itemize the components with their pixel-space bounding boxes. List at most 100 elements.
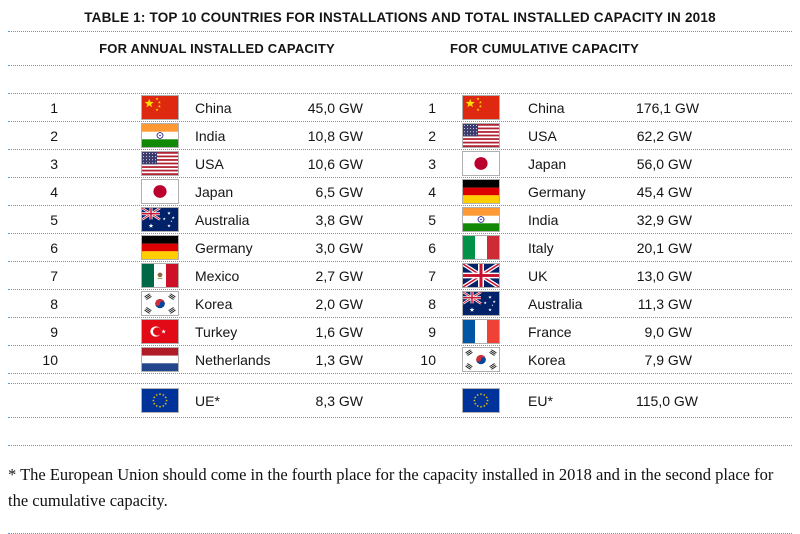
- capacity-value: 32,9 GW: [636, 211, 692, 228]
- france-flag-icon: [436, 319, 526, 344]
- eu-flag-icon: [58, 388, 193, 413]
- country-entry: 8 Korea 2,0 GW: [8, 291, 400, 316]
- india-flag-icon: [58, 123, 193, 148]
- country-entry: 5 India 32,9 GW: [400, 207, 792, 232]
- country-entry: 5 Australia 3,8 GW: [8, 207, 400, 232]
- annual-capacity-header: FOR ANNUAL INSTALLED CAPACITY: [99, 40, 335, 56]
- cumulative-header-cell: FOR CUMULATIVE CAPACITY: [400, 40, 792, 58]
- spacer-row: [8, 66, 792, 94]
- country-entry: 1 China 45,0 GW: [8, 95, 400, 120]
- table-row: 6 Germany 3,0 GW 6 Italy 20,1 GW: [8, 234, 792, 262]
- rank-number: 9: [428, 323, 436, 340]
- rank-number: 8: [50, 295, 58, 312]
- country-name: Italy: [528, 239, 554, 256]
- capacity-value: 56,0 GW: [636, 155, 692, 172]
- rank-number: 2: [50, 127, 58, 144]
- spacer-row: [8, 418, 792, 446]
- column-headers-row: FOR ANNUAL INSTALLED CAPACITY FOR CUMULA…: [8, 32, 792, 66]
- capacity-value: 3,8 GW: [315, 211, 363, 228]
- country-entry: 2 USA 62,2 GW: [400, 123, 792, 148]
- country-entry: 7 Mexico 2,7 GW: [8, 263, 400, 288]
- country-entry: 3 Japan 56,0 GW: [400, 151, 792, 176]
- country-name: Germany: [195, 239, 253, 256]
- country-name: China: [528, 99, 565, 116]
- usa-flag-icon: [58, 151, 193, 176]
- country-name: France: [528, 323, 572, 340]
- japan-flag-icon: [58, 179, 193, 204]
- table-row: 8 Korea 2,0 GW 8 Australia 11,3 GW: [8, 290, 792, 318]
- capacity-value: 62,2 GW: [636, 127, 692, 144]
- turkey-flag-icon: [58, 319, 193, 344]
- rank-number: 5: [428, 211, 436, 228]
- korea-flag-icon: [436, 347, 526, 372]
- country-name: Japan: [195, 183, 234, 200]
- india-flag-icon: [436, 207, 526, 232]
- capacity-value: 3,0 GW: [315, 239, 363, 256]
- country-name: EU*: [528, 392, 553, 409]
- country-name: Netherlands: [195, 351, 271, 368]
- rank-number: 7: [428, 267, 436, 284]
- country-name: Korea: [195, 295, 233, 312]
- country-entry: 6 Italy 20,1 GW: [400, 235, 792, 260]
- country-entry: 7 UK 13,0 GW: [400, 263, 792, 288]
- capacity-value: 2,0 GW: [315, 295, 363, 312]
- country-entry: 10 Korea 7,9 GW: [400, 347, 792, 372]
- country-name: China: [195, 99, 232, 116]
- country-entry: 9 France 9,0 GW: [400, 319, 792, 344]
- capacity-value: 176,1 GW: [636, 99, 700, 116]
- capacity-value: 9,0 GW: [644, 323, 692, 340]
- footnote-text: * The European Union should come in the …: [8, 465, 774, 510]
- country-entry: 6 Germany 3,0 GW: [8, 235, 400, 260]
- usa-flag-icon: [436, 123, 526, 148]
- spacer-row: [8, 374, 792, 384]
- annual-header-cell: FOR ANNUAL INSTALLED CAPACITY: [8, 40, 400, 58]
- country-name: Germany: [528, 183, 586, 200]
- rank-number: 9: [50, 323, 58, 340]
- netherlands-flag-icon: [58, 347, 193, 372]
- country-entry: 10 Netherlands 1,3 GW: [8, 347, 400, 372]
- china-flag-icon: [58, 95, 193, 120]
- country-name: UK: [528, 267, 548, 284]
- table-row: 10 Netherlands 1,3 GW 10 Korea 7,9 GW: [8, 346, 792, 374]
- country-name: India: [528, 211, 559, 228]
- country-entry: 1 China 176,1 GW: [400, 95, 792, 120]
- country-entry: EU* 115,0 GW: [400, 388, 792, 413]
- rank-number: 4: [428, 183, 436, 200]
- table-body: 1 China 45,0 GW 1 China 176,1 GW 2 India 10,8 GW…: [8, 94, 792, 374]
- country-name: Australia: [528, 295, 583, 312]
- table-row: 2 India 10,8 GW 2 USA 62,2 GW: [8, 122, 792, 150]
- country-entry: UE* 8,3 GW: [8, 388, 400, 413]
- mexico-flag-icon: [58, 263, 193, 288]
- table-row: 5 Australia 3,8 GW 5 India 32,9 GW: [8, 206, 792, 234]
- capacity-value: 1,3 GW: [315, 351, 363, 368]
- capacity-value: 45,0 GW: [307, 99, 363, 116]
- country-name: India: [195, 127, 226, 144]
- country-name: USA: [195, 155, 224, 172]
- japan-flag-icon: [436, 151, 526, 176]
- capacity-value: 45,4 GW: [636, 183, 692, 200]
- table-title: TABLE 1: TOP 10 COUNTRIES FOR INSTALLATI…: [84, 10, 716, 25]
- capacity-value: 115,0 GW: [636, 392, 698, 409]
- capacity-value: 13,0 GW: [636, 267, 692, 284]
- country-name: Mexico: [195, 267, 240, 284]
- rank-number: 6: [50, 239, 58, 256]
- capacity-value: 10,8 GW: [307, 127, 363, 144]
- capacity-value: 2,7 GW: [315, 267, 363, 284]
- country-name: Korea: [528, 351, 566, 368]
- table-title-row: TABLE 1: TOP 10 COUNTRIES FOR INSTALLATI…: [8, 4, 792, 32]
- capacity-value: 10,6 GW: [307, 155, 363, 172]
- country-name: UE*: [195, 392, 220, 409]
- capacity-value: 8,3 GW: [315, 392, 363, 409]
- table-row: 3 USA 10,6 GW 3 Japan 56,0 GW: [8, 150, 792, 178]
- australia-flag-icon: [58, 207, 193, 232]
- rank-number: 10: [42, 351, 58, 368]
- rank-number: 7: [50, 267, 58, 284]
- country-entry: 8 Australia 11,3 GW: [400, 291, 792, 316]
- country-name: Japan: [528, 155, 567, 172]
- rank-number: 1: [50, 99, 58, 116]
- china-flag-icon: [436, 95, 526, 120]
- country-name: Australia: [195, 211, 250, 228]
- country-entry: 3 USA 10,6 GW: [8, 151, 400, 176]
- eu-summary-section: UE* 8,3 GW EU* 115,0 GW: [8, 384, 792, 418]
